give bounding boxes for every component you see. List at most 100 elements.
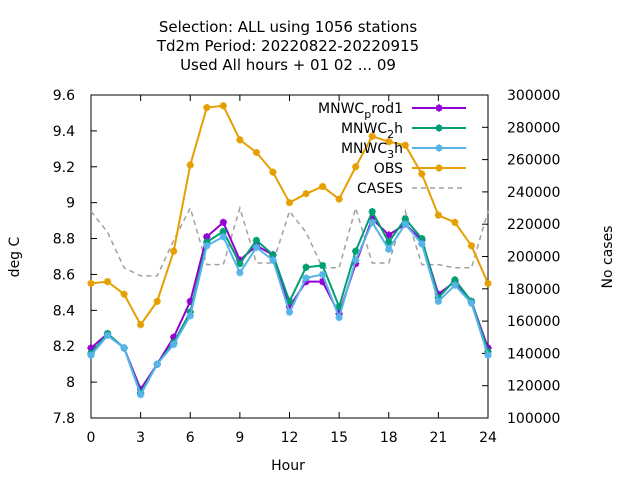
series-obs — [87, 102, 492, 329]
y-tick-label: 8 — [66, 375, 75, 391]
data-point-marker — [318, 182, 327, 191]
data-point-marker — [170, 340, 178, 349]
data-point-marker — [368, 218, 376, 227]
y-tick-label: 9.4 — [53, 124, 75, 140]
data-point-marker — [318, 278, 327, 286]
y2-tick-label: 160000 — [507, 314, 560, 330]
legend-marker-star — [435, 144, 443, 152]
legend-label: MNWC3h — [341, 141, 403, 161]
data-point-marker — [385, 138, 393, 146]
data-point-marker — [252, 236, 261, 244]
data-point-marker — [285, 308, 294, 316]
x-tick-label: 0 — [87, 430, 96, 446]
legend-label: MNWCprod1 — [318, 101, 403, 121]
chart-title-line-1: Selection: ALL using 1056 stations — [159, 18, 418, 36]
y-tick-label: 9.2 — [53, 160, 75, 176]
data-point-marker — [219, 227, 227, 235]
data-point-marker — [285, 199, 294, 207]
data-point-marker — [252, 148, 261, 157]
data-point-marker — [434, 297, 442, 305]
chart-title-line-2: Td2m Period: 20220822-20220915 — [156, 37, 419, 55]
legend-marker-star — [435, 104, 443, 112]
data-point-marker — [87, 344, 95, 352]
y-tick-label: 8.8 — [53, 232, 75, 248]
data-point-marker — [335, 303, 343, 311]
data-point-marker — [451, 281, 459, 289]
data-point-marker — [484, 279, 492, 288]
data-point-marker — [434, 211, 442, 219]
data-point-marker — [252, 243, 261, 252]
data-point-marker — [335, 195, 343, 203]
y2-tick-label: 120000 — [507, 379, 560, 395]
data-point-marker — [186, 297, 194, 305]
series-cases — [90, 205, 489, 277]
x-tick-label: 18 — [380, 430, 398, 446]
legend-marker-star — [435, 124, 443, 132]
series-mnwc-3h — [87, 218, 492, 399]
series-mnwc-2h — [87, 208, 492, 397]
data-point-marker — [385, 231, 393, 239]
data-point-marker — [203, 242, 211, 250]
data-point-marker — [236, 269, 244, 277]
legend-item: MNWC3h — [341, 141, 466, 161]
data-point-marker — [269, 168, 277, 176]
series-line — [90, 104, 489, 327]
data-point-marker — [236, 136, 244, 144]
y2-tick-label: 240000 — [507, 185, 560, 201]
y-tick-label: 9 — [66, 196, 75, 212]
data-point-marker — [87, 351, 95, 359]
data-point-marker — [451, 218, 459, 227]
data-point-marker — [153, 360, 161, 368]
series-layer — [87, 102, 492, 399]
plot-area — [90, 94, 489, 419]
axis-ticks: 0 3 6 9 12 15 18 21 24 7.8 8 8.2 8.4 8.6 8.8 9 9.2 9.4 9.6… — [53, 88, 561, 446]
data-point-marker — [269, 256, 277, 264]
data-point-marker — [385, 245, 393, 253]
y2-tick-label: 300000 — [507, 88, 560, 104]
legend-item: MNWCprod1 — [318, 101, 466, 121]
data-point-marker — [170, 333, 178, 341]
data-point-marker — [318, 270, 327, 279]
series-line — [90, 205, 489, 277]
data-point-marker — [418, 234, 426, 243]
data-point-marker — [219, 102, 227, 110]
data-point-marker — [418, 170, 426, 178]
data-point-marker — [269, 251, 277, 259]
data-point-marker — [186, 161, 194, 169]
y-tick-label: 8.4 — [53, 303, 75, 319]
data-point-marker — [318, 261, 327, 270]
data-point-marker — [170, 247, 178, 255]
data-point-marker — [120, 344, 128, 352]
y2-tick-label: 100000 — [507, 411, 560, 427]
y2-tick-label: 180000 — [507, 282, 560, 298]
data-point-marker — [484, 351, 492, 359]
data-point-marker — [103, 331, 112, 340]
legend-marker-star — [435, 164, 443, 172]
y2-tick-label: 280000 — [507, 120, 560, 136]
data-point-marker — [352, 256, 360, 264]
x-tick-label: 21 — [429, 430, 447, 446]
data-point-marker — [302, 190, 310, 198]
y2-tick-label: 200000 — [507, 250, 560, 266]
legend-item: CASES — [357, 181, 466, 197]
data-point-marker — [401, 215, 409, 223]
legend-label: MNWC2h — [341, 121, 403, 141]
x-tick-label: 12 — [281, 430, 299, 446]
y2-tick-label: 220000 — [507, 217, 560, 233]
data-point-marker — [236, 260, 244, 268]
y-tick-label: 9.6 — [53, 88, 75, 104]
legend-item: OBS — [374, 161, 466, 177]
data-point-marker — [335, 313, 343, 322]
data-point-marker — [368, 132, 376, 140]
y-axis-label: deg C — [7, 236, 23, 277]
y2-axis-label: No cases — [600, 226, 616, 289]
data-point-marker — [87, 279, 95, 288]
data-point-marker — [302, 274, 310, 282]
legend-label: OBS — [374, 161, 403, 177]
data-point-marker — [467, 242, 476, 250]
data-point-marker — [153, 297, 161, 305]
x-tick-label: 3 — [136, 430, 145, 446]
y-tick-label: 8.2 — [53, 339, 75, 355]
